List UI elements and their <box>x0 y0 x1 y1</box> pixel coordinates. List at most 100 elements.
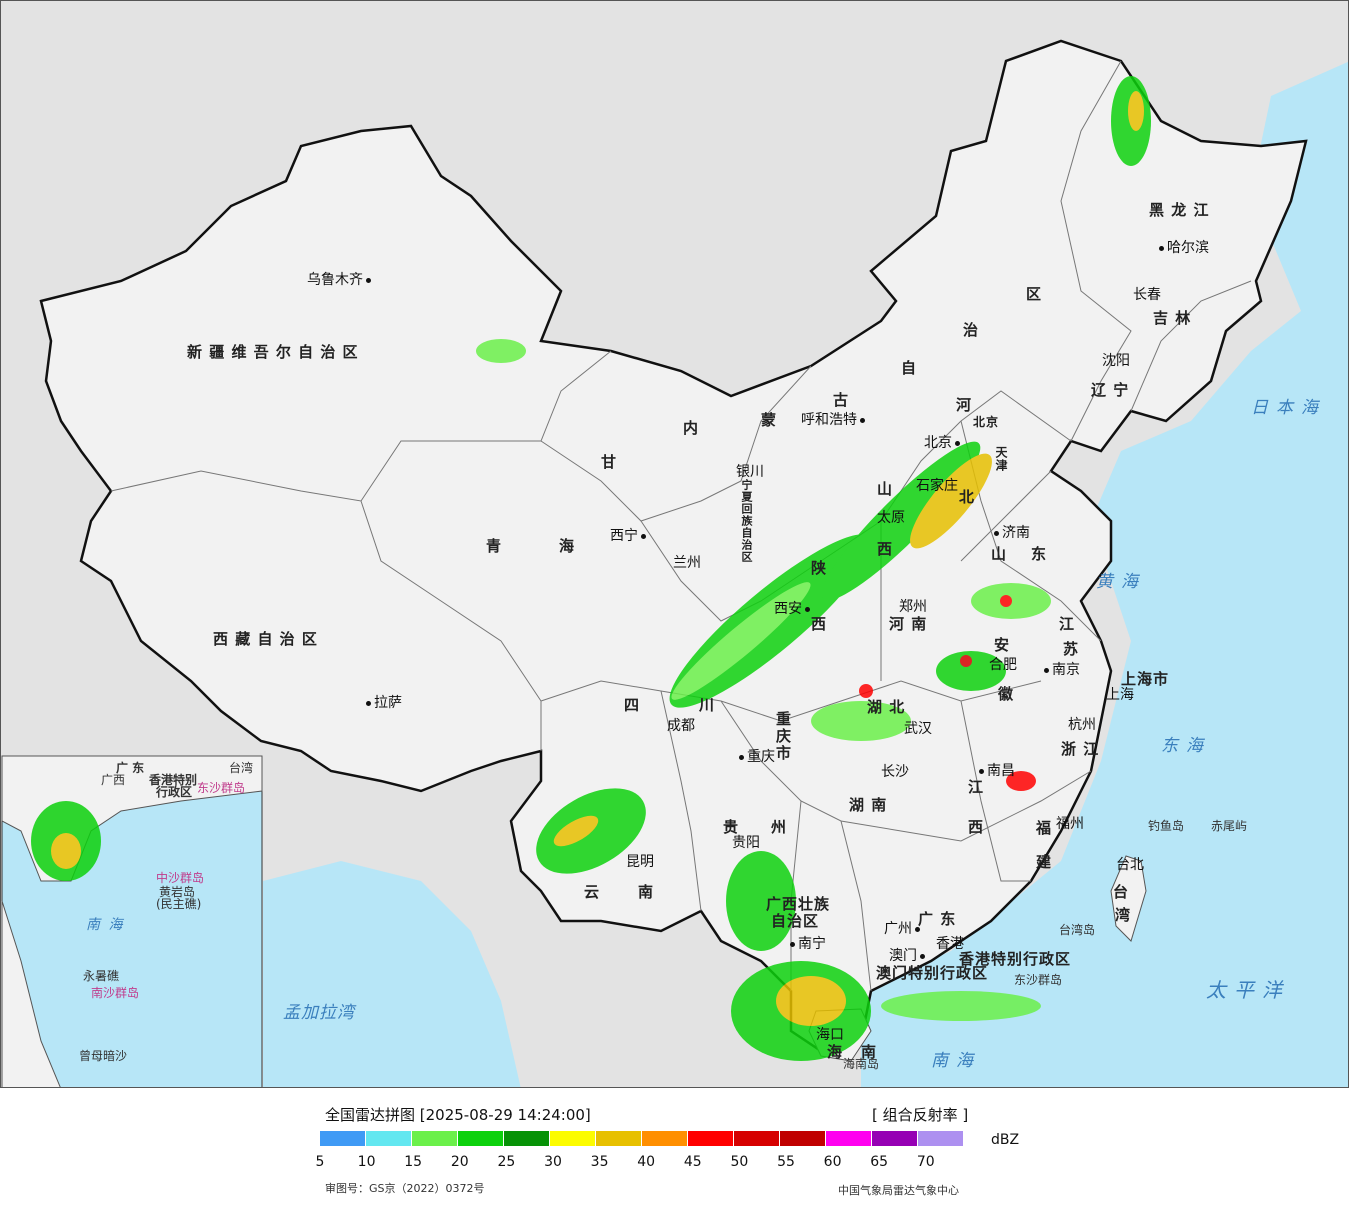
province-borders <box>110 60 1252 992</box>
scale-tick-label: 70 <box>916 1154 935 1170</box>
city-harbin: 哈尔滨 <box>1156 237 1209 257</box>
province-guangdong: 广 东 <box>918 910 957 928</box>
inset-hk-2: 行政区 <box>156 785 193 799</box>
scale-swatch <box>734 1131 780 1146</box>
city-dot <box>1044 667 1049 673</box>
sea-south: 南海 <box>931 1051 981 1071</box>
city-beijing: 北京 <box>924 432 963 452</box>
scale-swatch <box>320 1131 366 1146</box>
province-xinjiang: 新 疆 维 吾 尔 自 治 区 <box>187 343 359 361</box>
inset-zengmu: 曾母暗沙 <box>79 1049 128 1063</box>
sea-japan: 日本海 <box>1251 398 1326 418</box>
island-hainan: 海南岛 <box>843 1057 880 1071</box>
scale-swatch <box>642 1131 688 1146</box>
legend-unit: dBZ <box>991 1132 1020 1148</box>
city-shenyang: 沈阳 <box>1102 353 1130 369</box>
province-jiangsu-2: 苏 <box>1063 640 1080 658</box>
inset-zhongsha: 中沙群岛 <box>156 871 205 885</box>
scale-tick-label: 10 <box>357 1154 376 1170</box>
inset-nansha: 南沙群岛 <box>91 986 140 1000</box>
province-guizhou-1: 贵 <box>723 818 740 836</box>
sea-east: 东海 <box>1161 736 1211 756</box>
city-jinan: 济南 <box>991 522 1030 542</box>
inset-dongsha: 东沙群岛 <box>197 781 246 795</box>
city-shijiazhuang: 石家庄 <box>916 478 958 494</box>
scale-tick-label: 45 <box>683 1154 702 1170</box>
city-dot <box>994 530 999 536</box>
province-gansu: 甘 <box>601 453 618 471</box>
province-zhejiang: 浙 江 <box>1061 740 1100 758</box>
city-dot <box>1159 245 1164 251</box>
province-shanxi-1: 山 <box>877 480 894 498</box>
scale-swatch <box>596 1131 642 1146</box>
scale-tick-label: 40 <box>637 1154 656 1170</box>
province-shandong-2: 东 <box>1031 545 1048 563</box>
province-jiangsu-1: 江 <box>1059 615 1076 633</box>
radar-map[interactable]: 新 疆 维 吾 尔 自 治 区 西 藏 自 治 区 青 海 甘 内 蒙 古 自 … <box>0 0 1349 1088</box>
scale-swatch <box>918 1131 964 1146</box>
city-chengdu: 成都 <box>667 718 695 734</box>
city-nanning: 南宁 <box>787 933 826 953</box>
city-hefei: 合肥 <box>989 657 1017 673</box>
legend-panel: 全国雷达拼图 [2025-08-29 14:24:00] [ 组合反射率 ] d… <box>0 1088 1349 1208</box>
scale-tick-label: 65 <box>870 1154 889 1170</box>
province-anhui-2: 徽 <box>998 685 1015 703</box>
inset-guangxi: 广西 <box>101 773 126 787</box>
inset-south-sea: 南 海 <box>86 917 125 933</box>
inset-taiwan: 台湾 <box>229 761 254 775</box>
city-hongkong: 香港 <box>936 936 964 952</box>
province-fujian-1: 福 <box>1036 819 1053 837</box>
island-chiwei: 赤尾屿 <box>1211 819 1248 833</box>
city-dot <box>805 606 810 612</box>
province-shaanxi-2: 西 <box>811 615 828 633</box>
island-taiwan: 台湾岛 <box>1059 923 1096 937</box>
province-chongqing-1: 重 <box>776 710 793 728</box>
province-shanxi-2: 西 <box>877 540 894 558</box>
map-base <box>1 39 1348 1087</box>
province-beijing: 北京 <box>973 415 1000 429</box>
scale-swatch <box>458 1131 504 1146</box>
province-hongkong: 香港特别行政区 <box>959 950 1072 968</box>
province-sichuan-2: 川 <box>699 696 716 714</box>
city-xian: 西安 <box>774 598 813 618</box>
sea-area <box>861 61 1348 1087</box>
scale-swatch <box>412 1131 458 1146</box>
province-guangxi-1: 广西壮族 <box>766 895 831 913</box>
bay-of-bengal <box>263 861 521 1087</box>
sea-yellow: 黄海 <box>1096 572 1146 592</box>
province-shaanxi-1: 陕 <box>811 559 828 577</box>
city-kunming: 昆明 <box>626 854 654 870</box>
city-dot <box>366 700 371 706</box>
scale-tick-label: 5 <box>315 1154 325 1170</box>
scale-tick-label: 35 <box>590 1154 609 1170</box>
scale-swatch <box>504 1131 550 1146</box>
inset-echoes <box>31 801 101 881</box>
province-neimenggu-2: 蒙 <box>761 411 778 429</box>
province-hunan: 湖 南 <box>849 796 888 814</box>
province-neimenggu-3: 古 <box>833 391 850 409</box>
province-tianjin: 天津 <box>994 446 1008 472</box>
province-hebei-1: 河 <box>956 396 973 414</box>
scale-swatch <box>688 1131 734 1146</box>
city-haikou: 海口 <box>816 1027 844 1043</box>
city-dot <box>920 953 925 959</box>
province-heilongjiang: 黑 龙 江 <box>1149 201 1210 219</box>
color-scale <box>320 1131 964 1146</box>
province-neimenggu-5: 治 <box>963 321 980 339</box>
legend-title: 全国雷达拼图 [2025-08-29 14:24:00] <box>325 1106 591 1124</box>
city-wuhan: 武汉 <box>904 721 932 737</box>
city-guangzhou: 广州 <box>884 918 923 938</box>
scale-swatch <box>780 1131 826 1146</box>
approval-number: 审图号：GS京（2022）0372号 <box>325 1182 485 1195</box>
city-fuzhou: 福州 <box>1056 816 1084 832</box>
city-dot <box>790 941 795 947</box>
scale-tick-label: 30 <box>544 1154 562 1170</box>
province-chongqing-3: 市 <box>776 744 793 762</box>
agency-name: 中国气象局雷达气象中心 <box>838 1184 959 1197</box>
city-dot <box>979 768 984 774</box>
scale-tick-label: 15 <box>404 1154 423 1170</box>
inset-huangyan: 黄岩岛 <box>159 885 196 899</box>
inset-hongkong: 香港特别 <box>149 773 198 787</box>
province-taiwan-2: 湾 <box>1115 906 1132 924</box>
province-xizang: 西 藏 自 治 区 <box>213 630 318 648</box>
